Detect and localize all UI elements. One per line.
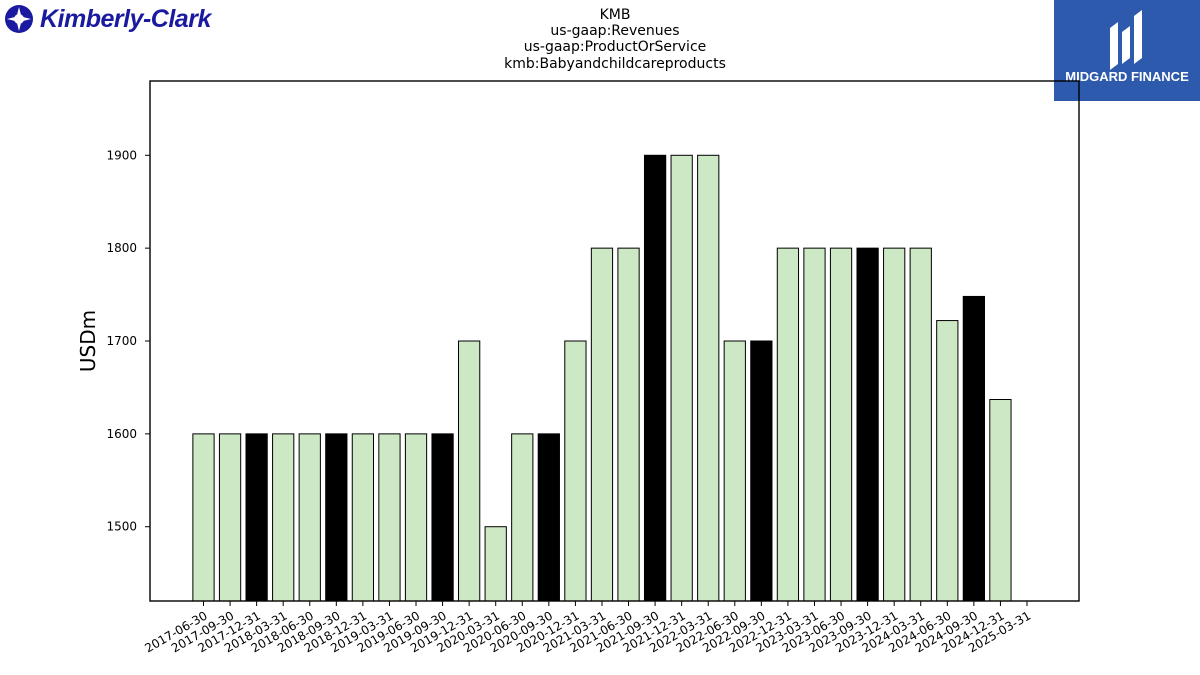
bar-2023-06-30	[829, 247, 853, 602]
bar-2018-06-30	[298, 433, 321, 602]
bar-2019-06-30	[404, 433, 428, 602]
y-tick-label: 1900	[106, 148, 137, 162]
bar-2018-09-30	[325, 433, 348, 602]
bar-2018-12-31	[351, 433, 375, 602]
bar-2024-12-31	[989, 399, 1012, 602]
bar-2022-09-30	[750, 340, 773, 602]
bar-2024-03-31	[909, 247, 932, 602]
bar-2022-06-30	[723, 340, 746, 602]
bar-2017-09-30	[218, 433, 242, 602]
chart-title-line-2: us-gaap:Revenues	[550, 23, 680, 40]
y-tick-label: 1600	[106, 427, 137, 441]
bar-2021-06-30	[617, 247, 640, 602]
bar-2019-03-31	[378, 433, 401, 602]
bar-2017-06-30	[192, 433, 215, 602]
y-axis: 1500 1600 1700 1800 1900	[106, 148, 150, 534]
kimberly-clark-emblem-icon	[5, 5, 33, 33]
midgard-wordmark: MIDGARD FINANCE	[1065, 69, 1189, 84]
bar-2020-12-31	[564, 340, 587, 602]
kimberly-clark-logo: Kimberly-Clark	[4, 2, 236, 36]
bar-2019-12-31	[458, 340, 481, 602]
bars-group	[192, 154, 1012, 602]
bar-2021-12-31	[670, 154, 693, 602]
kimberly-clark-wordmark: Kimberly-Clark	[40, 4, 211, 33]
chart-title: KMB us-gaap:Revenues us-gaap:ProductOrSe…	[415, 7, 815, 72]
y-tick-label: 1800	[106, 241, 137, 255]
bar-2020-03-31	[484, 526, 507, 602]
bar-2024-09-30	[962, 295, 985, 602]
bar-2022-03-31	[697, 154, 720, 602]
bar-2021-03-31	[590, 247, 614, 602]
bar-2023-09-30	[856, 247, 879, 602]
bar-2022-12-31	[776, 247, 800, 602]
bar-2023-12-31	[883, 247, 906, 602]
bar-2019-09-30	[431, 433, 454, 602]
bar-2024-06-30	[936, 320, 959, 602]
y-axis-label: USDm	[76, 310, 100, 372]
bar-2021-09-30	[643, 154, 667, 602]
chart-title-line-1: KMB	[599, 7, 631, 23]
bar-2018-03-31	[272, 433, 295, 602]
bar-2020-06-30	[511, 433, 534, 602]
y-tick-label: 1500	[106, 520, 137, 534]
midgard-emblem-icon	[1110, 10, 1142, 70]
bar-2023-03-31	[803, 247, 826, 602]
bar-2017-12-31	[245, 433, 268, 602]
chart-title-line-4: kmb:Babyandchildcareproducts	[504, 55, 726, 72]
chart-title-line-3: us-gaap:ProductOrService	[523, 39, 707, 56]
x-axis: 2017-06-302017-09-302017-12-312018-03-31…	[142, 601, 1033, 656]
y-tick-label: 1700	[106, 334, 137, 348]
bar-2020-09-30	[537, 433, 560, 602]
